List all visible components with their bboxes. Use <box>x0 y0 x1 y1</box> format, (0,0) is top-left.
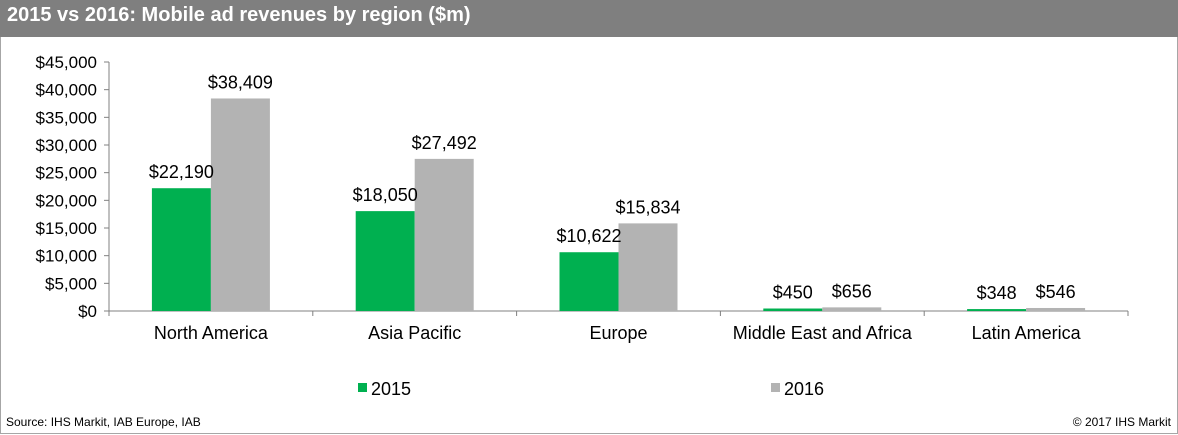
category-label: Europe <box>589 323 647 343</box>
bar-2015 <box>355 211 415 311</box>
category-label: Latin America <box>972 323 1082 343</box>
data-label-2016: $27,492 <box>412 133 477 153</box>
bars <box>151 98 1086 311</box>
legend-swatch-2016 <box>771 383 780 392</box>
bar-2015 <box>967 309 1027 311</box>
y-tick-label: $35,000 <box>36 108 97 127</box>
data-label-2016: $15,834 <box>615 197 680 217</box>
bar-2015 <box>763 308 823 311</box>
category-label: Asia Pacific <box>368 323 461 343</box>
y-tick-label: $5,000 <box>45 274 97 293</box>
data-label-2015: $450 <box>773 283 813 303</box>
bar-2016 <box>210 98 270 311</box>
legend-label-2016: 2016 <box>784 379 824 399</box>
legend-swatch-2015 <box>358 383 367 392</box>
legend-label-2015: 2015 <box>371 379 411 399</box>
y-tick-label: $0 <box>78 302 97 321</box>
data-label-2016: $38,409 <box>208 72 273 92</box>
bar-2015 <box>151 188 211 311</box>
data-labels: $22,190 $38,409 $18,050 $27,492 $10,622 $15,8… <box>149 72 1076 303</box>
data-label-2015: $348 <box>977 283 1017 303</box>
data-label-2015: $10,622 <box>556 226 621 246</box>
bar-2016 <box>1026 307 1086 311</box>
category-label: North America <box>154 323 269 343</box>
y-tick-label: $20,000 <box>36 191 97 210</box>
y-tick-label: $30,000 <box>36 136 97 155</box>
axes: $0 $5,000 $10,000 $15,000 $20,000 $25,000 $30,… <box>36 53 1129 343</box>
bar-2016 <box>618 223 678 311</box>
source-note: Source: IHS Markit, IAB Europe, IAB <box>6 415 201 429</box>
y-tick-label: $25,000 <box>36 164 97 183</box>
data-label-2015: $22,190 <box>149 162 214 182</box>
y-tick-label: $45,000 <box>36 53 97 72</box>
data-label-2015: $18,050 <box>353 185 418 205</box>
category-label: Middle East and Africa <box>733 323 913 343</box>
bar-2016 <box>414 158 474 311</box>
y-tick-label: $40,000 <box>36 81 97 100</box>
data-label-2016: $546 <box>1036 282 1076 302</box>
bar-2015 <box>559 252 619 311</box>
bar-2016 <box>822 307 882 311</box>
title-bar: 2015 vs 2016: Mobile ad revenues by regi… <box>0 0 1178 37</box>
chart-title: 2015 vs 2016: Mobile ad revenues by regi… <box>7 4 471 26</box>
copyright-note: © 2017 IHS Markit <box>1072 415 1171 429</box>
y-tick-label: $15,000 <box>36 219 97 238</box>
legend: 2015 2016 <box>358 379 824 399</box>
y-tick-label: $10,000 <box>36 247 97 266</box>
data-label-2016: $656 <box>832 281 872 301</box>
